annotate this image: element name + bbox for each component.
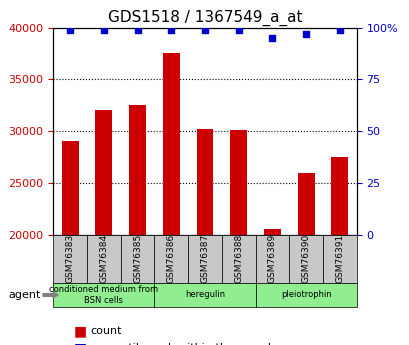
- Text: GSM76391: GSM76391: [335, 234, 344, 283]
- Bar: [263, 229, 280, 235]
- Text: conditioned medium from
BSN cells: conditioned medium from BSN cells: [49, 285, 158, 305]
- Point: [67, 27, 73, 32]
- Point: [168, 27, 174, 32]
- Text: GSM76389: GSM76389: [267, 234, 276, 283]
- Text: agent: agent: [9, 290, 41, 300]
- Bar: [230, 130, 247, 235]
- Text: GSM76384: GSM76384: [99, 234, 108, 283]
- Point: [100, 27, 107, 32]
- Point: [336, 27, 342, 32]
- Text: GSM76388: GSM76388: [234, 234, 243, 283]
- Title: GDS1518 / 1367549_a_at: GDS1518 / 1367549_a_at: [108, 10, 301, 26]
- Bar: [196, 129, 213, 235]
- Point: [302, 31, 309, 37]
- Text: heregulin: heregulin: [184, 290, 225, 299]
- Text: GSM76386: GSM76386: [166, 234, 175, 283]
- Text: GSM76387: GSM76387: [200, 234, 209, 283]
- Point: [201, 27, 208, 32]
- Text: GSM76390: GSM76390: [301, 234, 310, 283]
- Bar: [162, 53, 179, 235]
- Point: [134, 27, 141, 32]
- Point: [235, 27, 241, 32]
- Bar: [62, 141, 79, 235]
- Text: GSM76383: GSM76383: [65, 234, 74, 283]
- Point: [268, 35, 275, 41]
- Bar: [95, 110, 112, 235]
- Text: percentile rank within the sample: percentile rank within the sample: [90, 344, 277, 345]
- Bar: [297, 172, 314, 235]
- Text: count: count: [90, 326, 121, 336]
- Bar: [330, 157, 347, 235]
- Bar: [129, 105, 146, 235]
- Text: GSM76385: GSM76385: [133, 234, 142, 283]
- Text: ■: ■: [74, 324, 87, 338]
- Text: pleiotrophin: pleiotrophin: [280, 290, 331, 299]
- Text: ■: ■: [74, 342, 87, 345]
